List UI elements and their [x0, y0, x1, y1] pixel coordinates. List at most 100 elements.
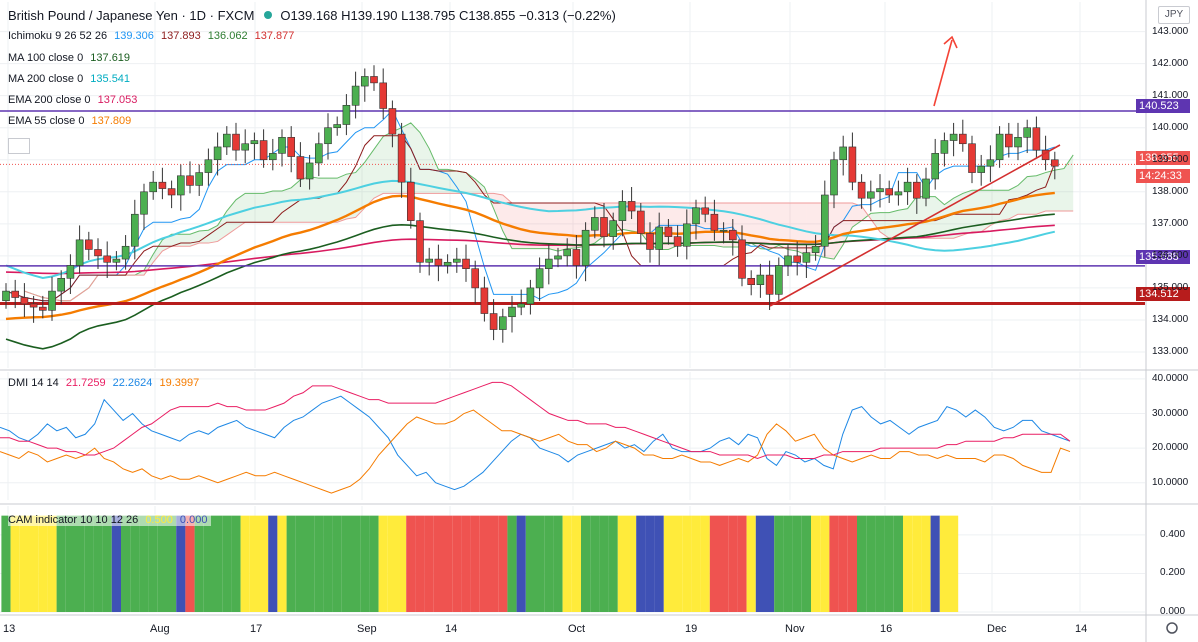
candle-up: [342, 104, 351, 125]
ichimoku-cloud-segment: [1064, 154, 1074, 212]
candle-down: [480, 287, 489, 314]
cam-bar-green: [581, 515, 591, 612]
currency-button[interactable]: JPY: [1158, 6, 1190, 24]
candle-down: [646, 233, 654, 250]
ichimoku-cloud-segment: [346, 172, 356, 220]
ichimoku-cloud-segment: [512, 203, 522, 249]
cam-value-1: 0.500: [145, 514, 173, 526]
ichimoku-legend[interactable]: Ichimoku 9 26 52 26 139.306 137.893 136.…: [8, 30, 298, 42]
candle-up: [922, 178, 930, 199]
cam-bar-yellow: [29, 515, 39, 612]
price-tick-label: 133.000: [1152, 345, 1189, 357]
candle-up: [1023, 127, 1032, 138]
cam-bar-yellow: [562, 515, 572, 612]
cam-bar-red: [461, 515, 471, 612]
cam-bar-green: [544, 515, 554, 612]
cam-bar-green: [525, 515, 535, 612]
candle-up: [682, 223, 691, 247]
ichimoku-cloud-segment: [916, 196, 926, 239]
candle-up: [517, 303, 526, 308]
candle-up: [425, 258, 434, 263]
cam-bar-yellow: [617, 515, 627, 612]
cam-bar-green: [130, 515, 140, 612]
candle-up: [508, 306, 516, 318]
candle-up: [931, 153, 940, 180]
cam-bar-green: [866, 515, 876, 612]
dmi-legend[interactable]: DMI 14 14 21.7259 22.2624 19.3997: [8, 377, 203, 389]
market-status-dot: [264, 11, 273, 19]
cam-bar-red: [847, 515, 857, 612]
ma200-value: 135.541: [90, 73, 131, 85]
cam-bar-green: [599, 515, 609, 612]
cam-bar-green: [222, 515, 232, 612]
ema200-legend[interactable]: EMA 200 close 0 137.053: [8, 94, 141, 106]
cam-bar-green: [323, 515, 333, 612]
dmi-plus-line: [0, 395, 1071, 491]
candle-up: [940, 140, 949, 154]
arrow-annotation-head: [943, 35, 958, 49]
candle-up: [1014, 137, 1022, 148]
ichimoku-cloud-segment: [153, 239, 163, 263]
cam-bar-green: [203, 515, 213, 612]
candle-down: [167, 188, 176, 196]
ichimoku-cloud-segment: [355, 162, 365, 218]
ichimoku-cloud-segment: [999, 190, 1009, 221]
candle-up: [204, 159, 213, 173]
dmi-tick-label: 30.0000: [1152, 407, 1189, 419]
candle-down: [29, 303, 38, 308]
cam-bar-green: [553, 515, 563, 612]
ichimoku-cloud-segment: [539, 203, 549, 249]
symbol-title: British Pound / Japanese Yen · 1D · FXCM: [8, 8, 255, 23]
cam-bar-green: [332, 515, 342, 612]
ichimoku-cloud-segment: [420, 132, 430, 194]
symbol-legend[interactable]: British Pound / Japanese Yen · 1D · FXCM…: [8, 8, 620, 23]
ema55-legend[interactable]: EMA 55 close 0 137.809: [8, 115, 135, 127]
cam-bar-green: [93, 515, 103, 612]
cam-bar-blue: [645, 515, 655, 612]
time-tick-label: Nov: [785, 623, 805, 635]
ichimoku-cloud-segment: [723, 203, 733, 248]
ma200-legend[interactable]: MA 200 close 0 135.541: [8, 73, 134, 85]
candle-down: [1032, 127, 1041, 151]
candle-up: [802, 252, 811, 263]
cam-bar-red: [443, 515, 453, 612]
cam-bar-blue: [636, 515, 646, 612]
cam-bar-yellow: [38, 515, 48, 612]
cam-bar-yellow: [949, 515, 959, 612]
time-tick-label: Dec: [987, 623, 1007, 635]
ma100-legend[interactable]: MA 100 close 0 137.619: [8, 52, 134, 64]
ichimoku-cloud-segment: [880, 212, 890, 239]
candle-up: [839, 146, 848, 161]
candle-down: [406, 181, 415, 221]
cam-bar-green: [1, 515, 11, 612]
candle-up: [977, 165, 986, 173]
cam-bar-red: [829, 515, 839, 612]
trendline-annotation: [769, 144, 1061, 307]
ichimoku-cloud-segment: [567, 203, 577, 249]
candle-up: [563, 249, 572, 257]
candle-up: [554, 255, 562, 260]
ichimoku-cloud-segment: [364, 149, 374, 208]
candle-up: [655, 226, 664, 250]
cam-bar-green: [351, 515, 361, 612]
cam-bar-green: [167, 515, 177, 612]
dmi-value-2: 22.2624: [112, 377, 153, 389]
candle-up: [75, 239, 84, 266]
candle-up: [692, 207, 700, 225]
collapse-legend-button[interactable]: [8, 138, 30, 154]
cam-bar-yellow: [811, 515, 821, 612]
cam-legend[interactable]: CAM indicator 10 10 12 26 0.500 0.000: [8, 514, 212, 526]
price-tick-label: 140.000: [1152, 121, 1189, 133]
cam-bar-red: [479, 515, 489, 612]
candle-down: [103, 255, 111, 263]
ichimoku-label: Ichimoku 9 26 52 26: [8, 30, 108, 42]
candle-up: [866, 191, 875, 199]
cam-bar-yellow: [240, 515, 250, 612]
cam-bar-green: [102, 515, 112, 612]
cam-bar-red: [415, 515, 425, 612]
ema55-line: [5, 191, 1055, 321]
cam-bar-green: [360, 515, 370, 612]
candle-down: [857, 181, 866, 199]
candle-up: [177, 175, 185, 196]
